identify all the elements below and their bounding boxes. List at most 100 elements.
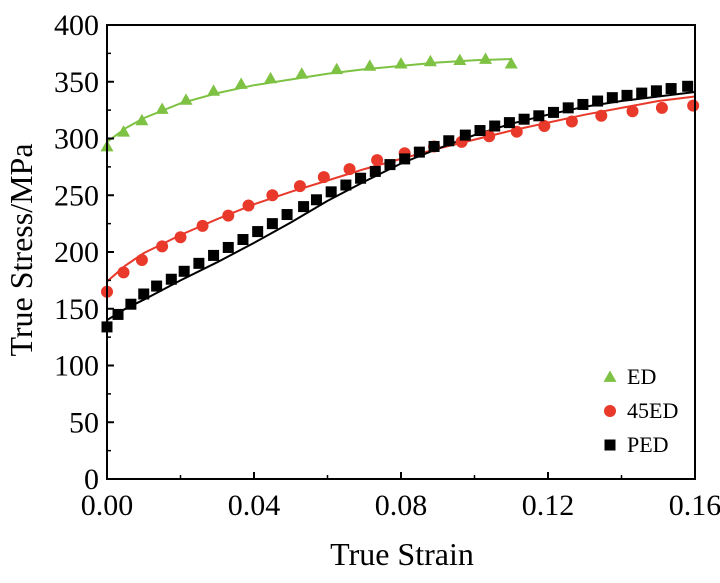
data-point-ped	[443, 135, 455, 147]
data-point-ed	[330, 62, 344, 75]
x-tick-label: 0.04	[228, 489, 281, 522]
data-point-45ed	[196, 219, 209, 232]
data-point-45ed	[242, 199, 255, 212]
data-point-ed	[363, 59, 377, 71]
x-tick-label: 0.12	[522, 489, 575, 522]
data-point-ped	[459, 129, 471, 141]
data-point-45ed	[371, 154, 384, 167]
plot-area	[100, 52, 700, 333]
fit-curve-45ed	[106, 95, 696, 283]
x-tick-label: 0.00	[81, 489, 134, 522]
data-point-45ed	[317, 171, 330, 184]
data-point-ped	[165, 273, 177, 285]
data-point-ped	[489, 120, 501, 132]
y-tick-label: 0	[84, 463, 99, 496]
data-point-ped	[399, 153, 411, 165]
y-tick-label: 50	[69, 406, 99, 439]
fit-curve-ed	[106, 58, 512, 143]
data-point-ed	[394, 57, 408, 69]
data-point-ed	[504, 57, 518, 69]
data-point-ped	[151, 280, 163, 292]
data-point-ped	[665, 83, 677, 95]
data-point-45ed	[483, 130, 496, 143]
data-point-ped	[298, 201, 310, 213]
data-point-45ed	[565, 115, 578, 128]
data-point-45ed	[174, 231, 187, 244]
y-axis-title: True Stress/MPa	[3, 143, 39, 356]
y-tick-label: 350	[54, 66, 99, 99]
data-point-ped	[518, 113, 530, 125]
legend-label-45ed: 45ED	[627, 398, 678, 423]
fit-curve-ped	[106, 91, 696, 321]
data-point-ped	[592, 95, 604, 107]
data-point-ped	[606, 92, 618, 104]
y-tick-label: 150	[54, 293, 99, 326]
data-point-ed	[155, 102, 169, 114]
data-point-ped	[428, 140, 440, 152]
legend-marker-45ed	[604, 405, 616, 417]
data-point-45ed	[626, 105, 639, 118]
data-point-ped	[252, 226, 264, 238]
data-point-ped	[237, 234, 249, 246]
data-point-ed	[135, 113, 149, 126]
data-point-ped	[125, 298, 137, 310]
data-point-45ed	[266, 189, 279, 202]
data-point-ped	[325, 186, 337, 198]
data-point-ped	[474, 125, 486, 137]
data-point-45ed	[156, 240, 169, 253]
y-tick-label: 300	[54, 123, 99, 156]
data-point-45ed	[655, 101, 668, 114]
data-point-ped	[503, 117, 515, 129]
data-point-ped	[650, 85, 662, 97]
y-tick-label: 250	[54, 179, 99, 212]
data-point-ped	[577, 98, 589, 110]
x-tick-label: 0.08	[375, 489, 428, 522]
legend-label-ped: PED	[627, 432, 669, 457]
data-point-ed	[117, 125, 131, 137]
data-point-45ed	[293, 180, 306, 193]
data-point-ped	[222, 241, 234, 253]
y-tick-label: 200	[54, 236, 99, 269]
y-tick-label: 400	[54, 9, 99, 42]
data-point-ed	[423, 54, 437, 67]
legend: ED 45ED PED	[603, 364, 678, 457]
x-axis-title: True Strain	[330, 536, 474, 572]
data-point-ped	[413, 146, 425, 158]
data-point-ped	[533, 110, 545, 122]
data-point-ped	[384, 159, 396, 171]
legend-label-ed: ED	[627, 364, 656, 389]
data-point-ped	[562, 102, 574, 114]
data-point-ped	[310, 194, 322, 206]
data-point-ped	[208, 249, 220, 261]
x-tick-label: 0.16	[669, 489, 720, 522]
data-point-45ed	[538, 120, 551, 133]
data-point-45ed	[135, 253, 148, 266]
data-point-ped	[138, 288, 150, 300]
y-tick-label: 100	[54, 350, 99, 383]
data-point-ed	[453, 53, 467, 66]
data-point-45ed	[343, 163, 356, 176]
data-point-ed	[234, 77, 248, 89]
data-point-ped	[193, 257, 205, 269]
data-point-ped	[621, 89, 633, 101]
data-point-ped	[548, 106, 560, 118]
data-point-ped	[112, 308, 124, 320]
axes: 0 50 100 150 200 250 300 350 400 0.00 0.04 0.08 0.12…	[54, 9, 720, 522]
data-point-45ed	[687, 99, 700, 112]
data-point-ped	[281, 209, 293, 221]
data-point-ed	[295, 67, 309, 79]
data-point-ed	[179, 93, 193, 105]
data-point-45ed	[222, 209, 235, 222]
legend-marker-ed	[603, 370, 617, 382]
data-point-ed	[207, 84, 221, 96]
data-point-ped	[369, 165, 381, 177]
data-point-45ed	[595, 109, 608, 122]
legend-marker-ped	[604, 439, 616, 451]
data-point-ped	[636, 87, 648, 99]
data-point-ped	[682, 80, 694, 92]
data-point-45ed	[510, 125, 523, 138]
data-point-ped	[355, 172, 367, 184]
data-point-45ed	[117, 266, 130, 279]
data-point-ped	[340, 179, 352, 191]
